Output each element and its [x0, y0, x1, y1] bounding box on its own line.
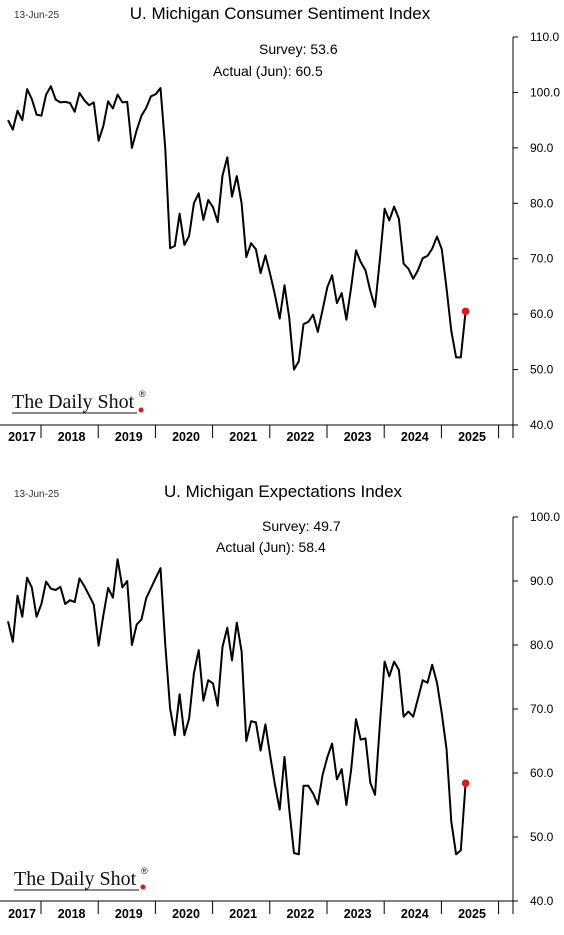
- actual-annotation: Actual (Jun): 60.5: [213, 63, 323, 79]
- x-tick-label: 2018: [58, 907, 86, 921]
- logo-text: The Daily Shot: [14, 868, 137, 890]
- date-label: 13-Jun-25: [14, 10, 59, 21]
- consumer-sentiment-chart: 13-Jun-25 U. Michigan Consumer Sentiment…: [0, 4, 560, 444]
- y-tick-label: 60.0: [530, 307, 554, 321]
- series-group: [7, 85, 470, 371]
- expectations-chart: 13-Jun-25 U. Michigan Expectations Index…: [0, 482, 560, 921]
- x-tick-label: 2019: [115, 907, 143, 921]
- y-tick-label: 50.0: [530, 830, 554, 844]
- y-tick-label: 80.0: [530, 196, 554, 210]
- logo-registered-mark: ®: [139, 389, 146, 399]
- y-tick-label: 80.0: [530, 638, 554, 652]
- y-tick-label: 70.0: [530, 252, 554, 266]
- y-tick-label: 110.0: [530, 30, 559, 44]
- series-group: [7, 558, 470, 856]
- survey-annotation: Survey: 53.6: [259, 41, 338, 57]
- x-axis: 2017 2018 2019 2020 2021 2022 2023 2024 2025: [0, 424, 514, 444]
- y-axis: 100.0 90.0 80.0 70.0 60.0 50.0 40.0: [512, 510, 560, 908]
- x-axis: 2017 2018 2019 2020 2021 2022 2023 2024 2025: [0, 900, 514, 921]
- chart-title: U. Michigan Consumer Sentiment Index: [130, 4, 431, 23]
- survey-annotation: Survey: 49.7: [262, 518, 341, 534]
- y-tick-label: 50.0: [530, 363, 554, 377]
- x-tick-label: 2021: [229, 907, 257, 921]
- x-tick-label: 2020: [172, 907, 200, 921]
- y-tick-label: 90.0: [530, 574, 554, 588]
- y-tick-label: 70.0: [530, 702, 554, 716]
- date-label: 13-Jun-25: [14, 489, 59, 500]
- x-tick-label: 2023: [344, 907, 372, 921]
- daily-shot-logo: The Daily Shot ®: [12, 389, 146, 414]
- logo-text: The Daily Shot: [12, 391, 135, 413]
- logo-registered-mark: ®: [141, 866, 148, 876]
- y-axis: 110.0 100.0 90.0 80.0 70.0 60.0 50.0 40.0: [512, 30, 560, 432]
- x-tick-label: 2017: [8, 907, 36, 921]
- x-tick-label: 2024: [401, 430, 429, 444]
- y-tick-label: 100.0: [530, 85, 560, 99]
- y-tick-label: 90.0: [530, 141, 554, 155]
- y-tick-label: 40.0: [530, 894, 554, 908]
- y-tick-label: 60.0: [530, 766, 554, 780]
- series-line: [7, 558, 467, 856]
- x-tick-label: 2022: [286, 907, 314, 921]
- x-tick-label: 2021: [229, 430, 257, 444]
- chart-title: U. Michigan Expectations Index: [164, 482, 403, 501]
- daily-shot-logo: The Daily Shot ®: [14, 866, 148, 891]
- logo-red-dot: [138, 407, 144, 413]
- x-tick-label: 2025: [458, 430, 486, 444]
- latest-point-marker: [461, 307, 470, 316]
- x-tick-label: 2018: [58, 430, 86, 444]
- x-tick-label: 2020: [172, 430, 200, 444]
- x-tick-label: 2019: [115, 430, 143, 444]
- series-line: [7, 85, 467, 371]
- x-tick-label: 2017: [8, 430, 36, 444]
- actual-annotation: Actual (Jun): 58.4: [216, 539, 326, 555]
- x-tick-label: 2025: [458, 907, 486, 921]
- logo-red-dot: [140, 884, 146, 890]
- x-tick-label: 2022: [286, 430, 314, 444]
- latest-point-marker: [461, 779, 470, 788]
- x-tick-label: 2023: [344, 430, 372, 444]
- x-tick-label: 2024: [401, 907, 429, 921]
- y-tick-label: 100.0: [530, 510, 560, 524]
- y-tick-label: 40.0: [530, 418, 554, 432]
